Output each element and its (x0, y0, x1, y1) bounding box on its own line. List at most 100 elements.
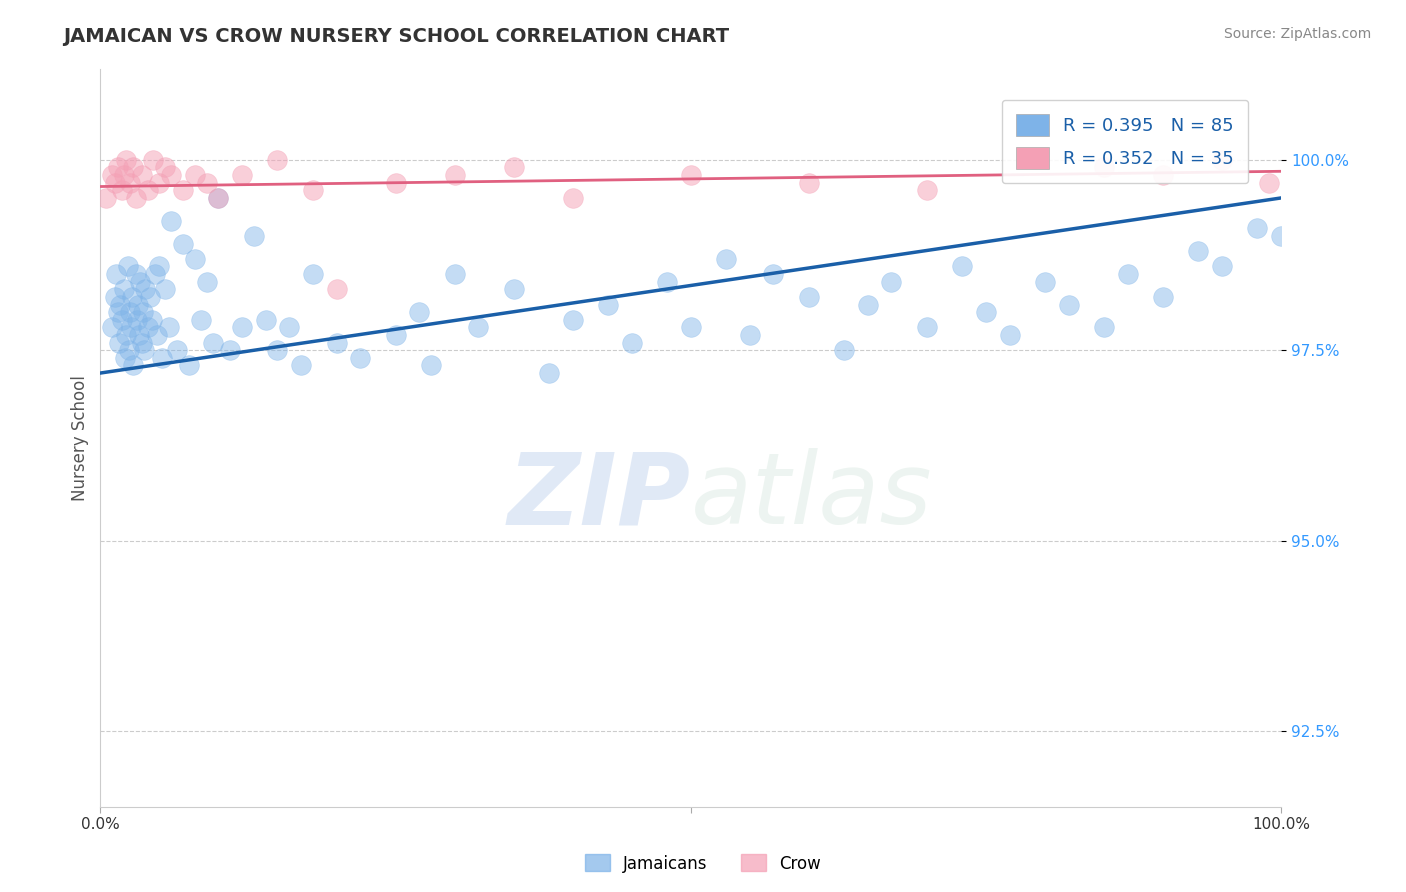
Point (856, 297, 879, 311)
Point (384, 176, 406, 190)
Point (679, 168, 702, 182)
Point (443, 267, 465, 281)
Point (266, 153, 288, 167)
Point (114, 351, 136, 365)
Point (96, 191, 118, 205)
Point (1092, 320, 1115, 334)
Point (108, 335, 131, 350)
Point (207, 191, 229, 205)
Point (207, 191, 229, 205)
Point (118, 176, 141, 190)
Point (278, 320, 301, 334)
Point (148, 176, 170, 190)
Point (1270, 229, 1292, 244)
Point (146, 328, 169, 343)
Point (467, 320, 489, 334)
Point (136, 320, 159, 334)
Point (561, 191, 583, 205)
Point (1211, 153, 1233, 167)
Point (1211, 260, 1233, 274)
Point (184, 252, 207, 266)
Point (679, 320, 702, 334)
Point (408, 305, 430, 319)
Point (128, 328, 150, 343)
Point (118, 305, 141, 319)
Point (150, 351, 173, 365)
Point (325, 282, 347, 296)
Point (290, 359, 312, 373)
Point (915, 320, 938, 334)
Point (101, 168, 124, 182)
Point (1258, 176, 1281, 190)
Point (832, 343, 855, 358)
Point (1152, 290, 1174, 304)
Point (502, 282, 524, 296)
Point (112, 282, 135, 296)
Point (129, 275, 152, 289)
Point (195, 275, 218, 289)
Point (125, 267, 148, 281)
Point (112, 168, 135, 182)
Point (132, 343, 155, 358)
Point (107, 161, 129, 175)
Point (1057, 297, 1080, 311)
Point (1116, 267, 1139, 281)
Point (142, 153, 165, 167)
Point (655, 275, 678, 289)
Point (103, 290, 125, 304)
Point (219, 343, 242, 358)
Point (143, 267, 166, 281)
Point (443, 168, 465, 182)
Point (254, 312, 277, 326)
Point (243, 229, 266, 244)
Point (157, 320, 180, 334)
Point (155, 282, 177, 296)
Point (596, 297, 619, 311)
Point (1033, 275, 1056, 289)
Point (349, 351, 371, 365)
Point (762, 267, 785, 281)
Point (231, 320, 253, 334)
Point (120, 320, 142, 334)
Point (974, 305, 997, 319)
Point (1187, 244, 1209, 259)
Point (190, 312, 212, 326)
Point (1152, 168, 1174, 182)
Point (502, 161, 524, 175)
Point (184, 168, 207, 182)
Point (104, 267, 127, 281)
Point (325, 335, 347, 350)
Legend: Jamaicans, Crow: Jamaicans, Crow (578, 847, 828, 880)
Point (101, 320, 124, 334)
Point (139, 290, 162, 304)
Point (125, 191, 148, 205)
Point (132, 305, 155, 319)
Point (266, 343, 288, 358)
Point (537, 366, 560, 380)
Point (110, 312, 132, 326)
Point (115, 153, 138, 167)
Point (160, 214, 183, 228)
Point (302, 183, 325, 197)
Point (172, 236, 194, 251)
Legend: R = 0.395   N = 85, R = 0.352   N = 35: R = 0.395 N = 85, R = 0.352 N = 35 (1002, 100, 1249, 184)
Point (302, 267, 325, 281)
Point (797, 290, 820, 304)
Point (103, 176, 125, 190)
Point (127, 297, 149, 311)
Point (1092, 161, 1115, 175)
Point (998, 328, 1021, 343)
Point (160, 168, 183, 182)
Point (115, 328, 138, 343)
Y-axis label: Nursery School: Nursery School (72, 375, 89, 500)
Point (384, 328, 406, 343)
Point (121, 290, 143, 304)
Point (797, 176, 820, 190)
Point (561, 312, 583, 326)
Point (148, 260, 170, 274)
Point (155, 161, 177, 175)
Point (1246, 221, 1268, 235)
Point (118, 343, 141, 358)
Text: atlas: atlas (690, 449, 932, 545)
Point (738, 328, 761, 343)
